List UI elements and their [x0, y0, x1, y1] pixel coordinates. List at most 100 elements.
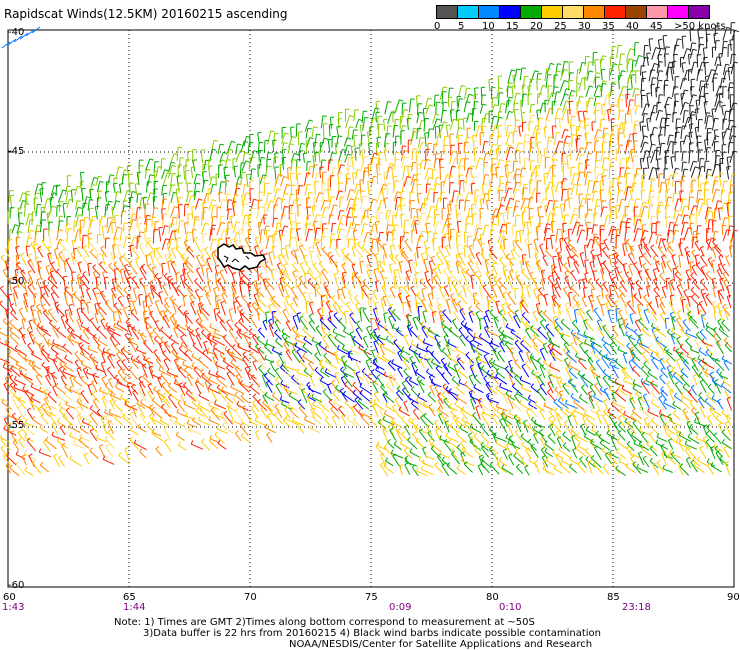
wind-barb [410, 287, 417, 297]
wind-barb-feather [266, 278, 270, 282]
wind-barb-feather [619, 292, 624, 296]
wind-barb [539, 198, 544, 210]
wind-barb [584, 77, 586, 91]
wind-barb-feather [27, 283, 32, 288]
wind-barb-feather [414, 215, 419, 219]
wind-barb [83, 196, 88, 209]
wind-barb [613, 262, 620, 275]
wind-barb-feather [671, 254, 676, 257]
wind-barb-feather [589, 97, 594, 100]
wind-barb [321, 182, 323, 195]
wind-barb [175, 273, 178, 283]
wind-barb [682, 321, 691, 332]
wind-barb-feather [76, 245, 81, 249]
wind-barb-feather [635, 319, 640, 323]
wind-barb-feather [442, 309, 447, 313]
wind-barb [342, 257, 346, 268]
wind-barb [600, 322, 609, 332]
wind-barb-feather [587, 152, 593, 155]
wind-barb [475, 125, 480, 139]
wind-barb [689, 42, 693, 52]
wind-barb [633, 42, 636, 57]
wind-barb [380, 298, 385, 313]
wind-barb [633, 264, 641, 275]
wind-barb-feather [69, 198, 74, 201]
wind-barb [513, 168, 518, 181]
wind-barb [430, 257, 436, 267]
wind-barb [272, 204, 275, 219]
wind-barb-feather [643, 308, 648, 312]
wind-barb [391, 230, 394, 241]
wind-barb [76, 309, 82, 323]
wind-barb [272, 314, 282, 325]
wind-barb [728, 246, 733, 258]
wind-barb-feather [525, 134, 530, 136]
wind-barb-feather [223, 151, 228, 155]
wind-barb-feather [77, 276, 82, 279]
wind-barb-feather [335, 277, 340, 280]
wind-barb [377, 199, 382, 211]
wind-barb-feather [489, 246, 494, 251]
wind-barb-feather [215, 265, 220, 267]
wind-barb-feather [242, 245, 247, 249]
wind-barb [207, 281, 212, 292]
wind-barb-feather [436, 251, 440, 255]
wind-barb-feather [492, 173, 497, 176]
wind-barb [661, 262, 665, 274]
wind-barb [547, 92, 553, 106]
wind-barb [288, 143, 291, 154]
wind-barb-feather [542, 84, 547, 88]
wind-barb-feather [729, 119, 735, 122]
wind-barb [415, 152, 418, 162]
wind-barb [263, 140, 266, 154]
wind-barb-feather [701, 165, 706, 168]
wind-barb-feather [200, 254, 205, 259]
wind-barb [328, 124, 331, 137]
wind-barb-feather [313, 126, 318, 128]
wind-barb-feather [696, 99, 701, 101]
wind-barb [640, 190, 643, 201]
wind-barb [268, 305, 273, 315]
wind-barb-feather [713, 306, 718, 308]
wind-barb [489, 249, 498, 260]
wind-barb-feather [492, 143, 497, 146]
wind-barb-feather [473, 294, 477, 298]
wind-barb-feather [394, 254, 399, 258]
wind-barb-feather [80, 307, 85, 311]
wind-barb-feather [544, 204, 549, 207]
wind-barb [717, 304, 722, 316]
wind-barb [111, 294, 115, 308]
wind-barb-feather [275, 178, 280, 181]
wind-barb [655, 262, 660, 273]
wind-barb [586, 239, 591, 249]
wind-barb [304, 273, 307, 284]
wind-barb [323, 284, 330, 292]
wind-barb-feather [527, 85, 532, 87]
wind-barb-feather [677, 126, 682, 129]
wind-barb-feather [219, 143, 225, 146]
wind-barb [561, 129, 566, 139]
wind-barb-feather [564, 60, 569, 63]
wind-barb [72, 257, 81, 266]
wind-barb [312, 164, 315, 179]
wind-barb [394, 282, 403, 292]
wind-barb-feather [236, 232, 241, 235]
wind-barb-feather [442, 109, 447, 112]
wind-barb-feather [708, 210, 713, 213]
wind-barb-feather [290, 286, 295, 290]
wind-barb [209, 176, 213, 186]
wind-barb-feather [727, 156, 732, 158]
wind-barb [603, 95, 608, 108]
wind-barb [81, 188, 84, 202]
wind-barb [73, 293, 84, 305]
wind-barb-feather [375, 318, 380, 321]
wind-barb-feather [23, 299, 28, 302]
wind-barb-feather [284, 284, 289, 287]
wind-barb-feather [644, 268, 649, 272]
wind-barb-feather [380, 269, 385, 273]
wind-barb-feather [553, 152, 558, 154]
wind-barb [462, 118, 465, 131]
wind-barb [170, 192, 174, 204]
wind-barb [212, 288, 218, 299]
wind-barb-feather [112, 244, 117, 246]
